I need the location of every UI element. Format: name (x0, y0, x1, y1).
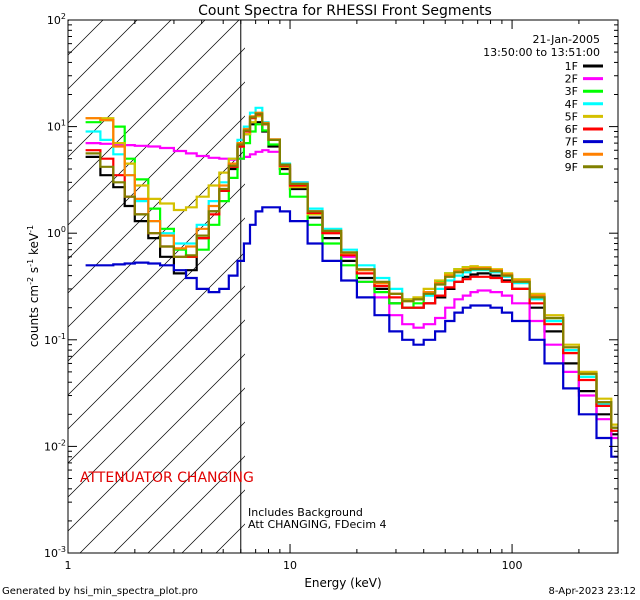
legend-label-5f: 5F (565, 110, 578, 123)
y-tick-label: 10-1 (44, 332, 66, 347)
series-line-4f (85, 106, 618, 432)
hatch-line (68, 319, 245, 498)
y-tick-label: 10-2 (44, 438, 66, 453)
y-label-mid1: s (27, 267, 41, 277)
observation-date: 21-Jan-2005 (533, 33, 601, 46)
generated-by: Generated by hsi_min_spectra_plot.pro (2, 586, 198, 597)
y-tick-label: 102 (47, 12, 66, 27)
y-label-mid2: keV (27, 232, 41, 259)
chart-title: Count Spectra for RHESSI Front Segments (198, 3, 492, 19)
note-includes-background: Includes Background (248, 506, 363, 519)
y-tick-label: 101 (47, 119, 66, 134)
y-tick-label: 10-3 (44, 545, 66, 560)
x-axis-label: Energy (keV) (304, 576, 381, 590)
series-line-9f (85, 112, 618, 429)
series-line-7f (85, 206, 618, 458)
y-label-sup1: -2 (26, 277, 35, 285)
y-axis-label: counts cm-2 s-1 keV-1 (26, 225, 41, 347)
y-label-sup2: -1 (26, 259, 35, 267)
legend-label-2f: 2F (565, 73, 578, 86)
y-label-sup3: -1 (26, 225, 35, 233)
legend-label-1f: 1F (565, 60, 578, 73)
hatch-line (68, 353, 245, 532)
series-line-1f (85, 121, 618, 436)
time-range: 13:50:00 to 13:51:00 (483, 46, 600, 59)
series-line-5f (85, 115, 618, 426)
legend-label-4f: 4F (565, 98, 578, 111)
legend-label-9f: 9F (565, 161, 578, 174)
hatch-line (113, 421, 245, 553)
legend-label-8f: 8F (565, 148, 578, 161)
x-axis-ticks: 1 10 100 (65, 20, 619, 572)
x-tick-label: 100 (502, 559, 523, 572)
legend-label-3f: 3F (565, 85, 578, 98)
series-line-2f (85, 142, 618, 440)
hatch-line (68, 149, 245, 328)
legend-label-7f: 7F (565, 136, 578, 149)
hatch-line (79, 387, 245, 553)
hatch-line (68, 47, 245, 226)
series-layer (85, 106, 618, 458)
y-tick-label: 100 (47, 225, 66, 240)
y-axis-ticks: 10-3 10-2 10-1 100 101 102 (44, 12, 618, 560)
series-line-8f (85, 111, 618, 429)
hatch-line (68, 285, 245, 464)
legend-label-6f: 6F (565, 123, 578, 136)
hatch-line (68, 115, 245, 294)
generated-at: 8-Apr-2023 23:12 (549, 586, 636, 597)
attenuator-changing-label: ATTENUATOR CHANGING (80, 470, 254, 486)
x-tick-label: 1 (65, 559, 72, 572)
series-line-3f (85, 119, 618, 429)
hatch-line (68, 183, 245, 362)
plot-frame (67, 19, 619, 554)
y-label-base: counts cm (27, 285, 41, 347)
x-tick-label: 10 (283, 559, 297, 572)
note-attenuator-state: Att CHANGING, FDecim 4 (248, 518, 387, 531)
